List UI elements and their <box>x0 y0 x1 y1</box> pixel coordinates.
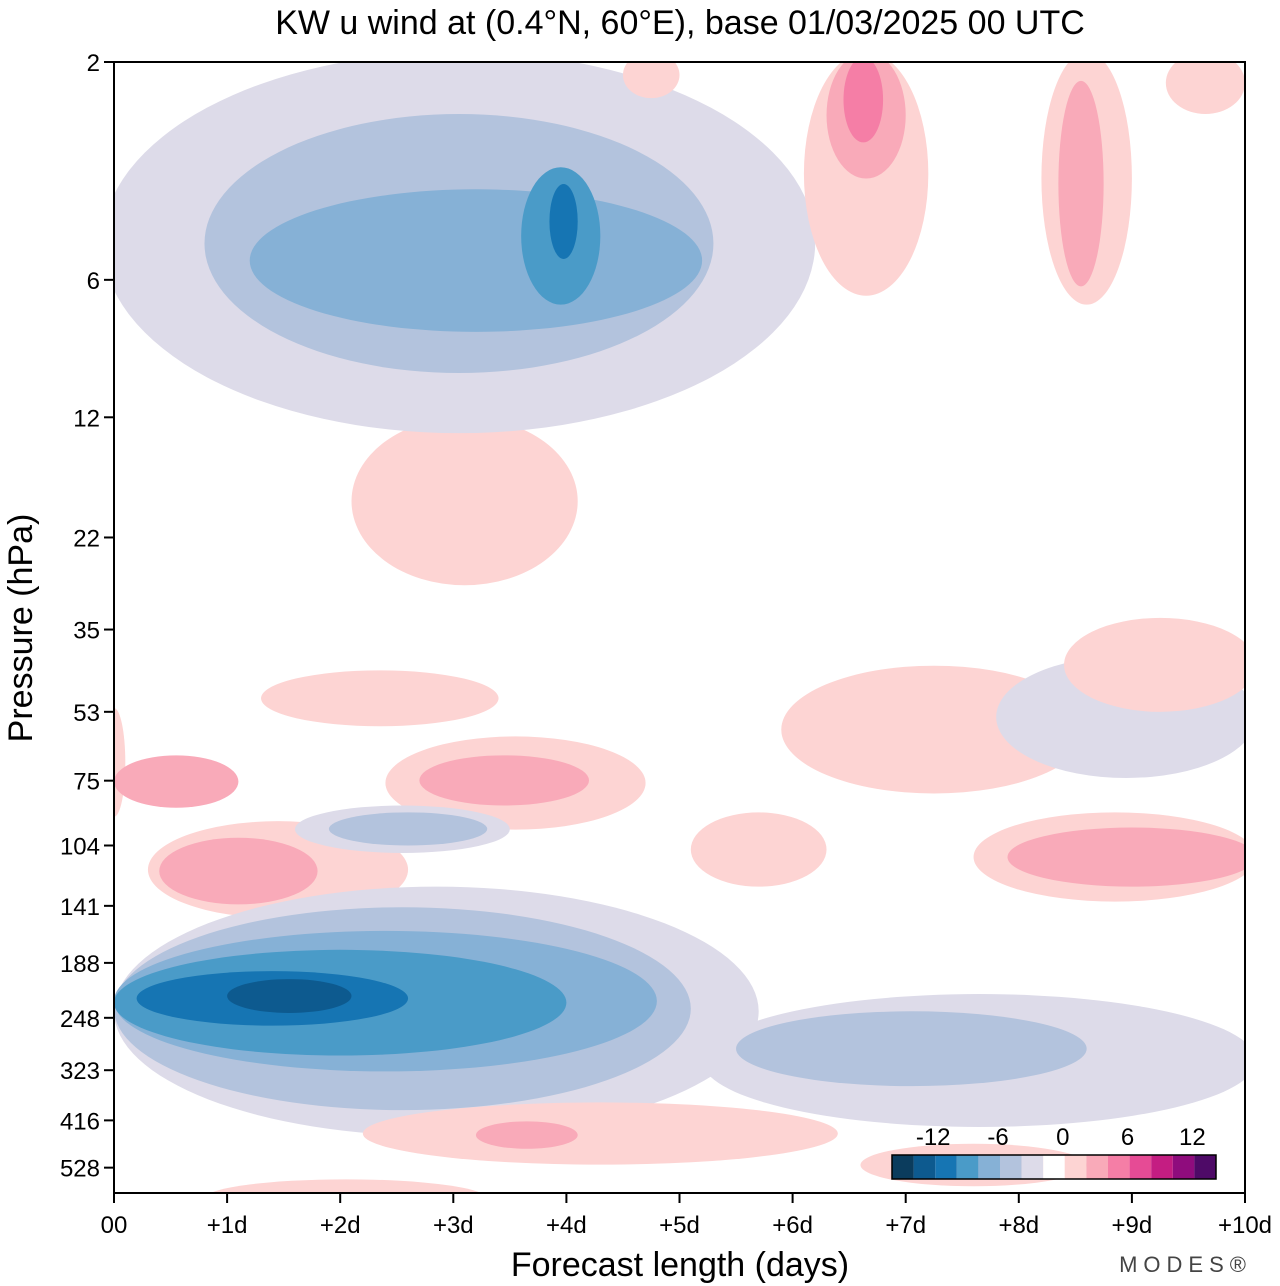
x-tick-label: +1d <box>207 1212 248 1239</box>
contour-region-+3-18 <box>210 1179 482 1193</box>
contour-region-+3-22 <box>690 812 827 887</box>
colorbar-swatch <box>1194 1155 1216 1179</box>
colorbar-label: -12 <box>916 1124 951 1151</box>
colorbar-swatch <box>1172 1155 1195 1179</box>
colorbar-swatch <box>1043 1155 1065 1179</box>
colorbar-label: 0 <box>1056 1124 1069 1151</box>
colorbar-swatch <box>892 1155 914 1179</box>
contour-region--6-15 <box>736 1011 1087 1087</box>
colorbar-label: -6 <box>987 1124 1008 1151</box>
contour-region-+6-17 <box>475 1121 578 1149</box>
contour-region-+3-16 <box>362 1102 838 1165</box>
contour-region--15-32 <box>549 183 578 259</box>
colorbar-label: 12 <box>1179 1124 1206 1151</box>
colorbar-swatch <box>1086 1155 1108 1179</box>
modes-watermark: MODES® <box>1119 1252 1252 1277</box>
y-tick-label: 528 <box>60 1156 100 1183</box>
contour-region-+3-26 <box>261 670 499 727</box>
x-tick-label: 00 <box>101 1212 128 1239</box>
x-axis: 00 +1d +2d +3d +4d +5d +6d +7d +8d +9d +10d <box>101 1193 1272 1239</box>
chart-title: KW u wind at (0.4°N, 60°E), base 01/03/2… <box>275 4 1085 42</box>
colorbar: -12 -6 0 6 12 <box>891 1124 1217 1180</box>
y-tick-label: 53 <box>73 700 100 727</box>
y-tick-label: 416 <box>60 1108 100 1135</box>
contour-region-+3-39 <box>622 62 680 99</box>
y-tick-label: 104 <box>60 833 100 860</box>
contour-region--9-30 <box>249 189 703 332</box>
x-tick-label: +8d <box>998 1212 1039 1239</box>
contour-region--6-7 <box>328 812 488 846</box>
colorbar-swatch <box>956 1155 979 1179</box>
colorbar-swatch <box>1064 1155 1087 1179</box>
colorbar-swatch <box>935 1155 957 1179</box>
contour-region-+6-37 <box>1058 80 1104 287</box>
contour-region-+3-27 <box>351 417 578 586</box>
y-tick-label: 75 <box>73 769 100 796</box>
contour-region-+3-38 <box>1165 62 1245 115</box>
contour-region-+9-35 <box>843 62 884 143</box>
contour-region-+6-1 <box>114 755 239 808</box>
contour-region-+6-5 <box>419 755 590 806</box>
y-tick-label: 35 <box>73 618 100 645</box>
y-tick-label: 248 <box>60 1006 100 1033</box>
y-axis-label: Pressure (hPa) <box>2 514 40 743</box>
contour-region-+3-25 <box>1064 617 1245 712</box>
x-tick-label: +6d <box>772 1212 813 1239</box>
colorbar-label: 6 <box>1121 1124 1134 1151</box>
plot-area <box>114 62 1245 1193</box>
contour-region--18-13 <box>227 979 352 1013</box>
colorbar-swatch <box>1129 1155 1152 1179</box>
y-tick-label: 323 <box>60 1058 100 1085</box>
x-tick-label: +5d <box>659 1212 700 1239</box>
x-tick-label: +4d <box>546 1212 587 1239</box>
x-axis-label: Forecast length (days) <box>511 1246 849 1284</box>
x-tick-label: +2d <box>320 1212 361 1239</box>
x-tick-label: +7d <box>885 1212 926 1239</box>
x-tick-label: +3d <box>433 1212 474 1239</box>
colorbar-swatch <box>913 1155 936 1179</box>
colorbar-border <box>891 1154 1217 1180</box>
y-tick-label: 141 <box>60 894 100 921</box>
y-tick-label: 2 <box>87 50 100 77</box>
colorbar-swatch <box>1021 1155 1044 1179</box>
colorbar-swatch <box>978 1155 1000 1179</box>
y-tick-label: 12 <box>73 405 100 432</box>
colorbar-swatch <box>1000 1155 1022 1179</box>
y-tick-label: 22 <box>73 525 100 552</box>
y-tick-label: 6 <box>87 268 100 295</box>
y-axis: 2 6 12 22 35 53 75 104 141 188 248 323 416 528 <box>60 50 114 1183</box>
contour-region-+6-3 <box>159 837 318 905</box>
x-tick-label: +9d <box>1112 1212 1153 1239</box>
x-tick-label: +10d <box>1218 1212 1272 1239</box>
colorbar-swatch <box>1108 1155 1130 1179</box>
y-tick-label: 188 <box>60 951 100 978</box>
colorbar-swatch <box>1151 1155 1173 1179</box>
contour-region-+6-21 <box>1007 827 1245 887</box>
